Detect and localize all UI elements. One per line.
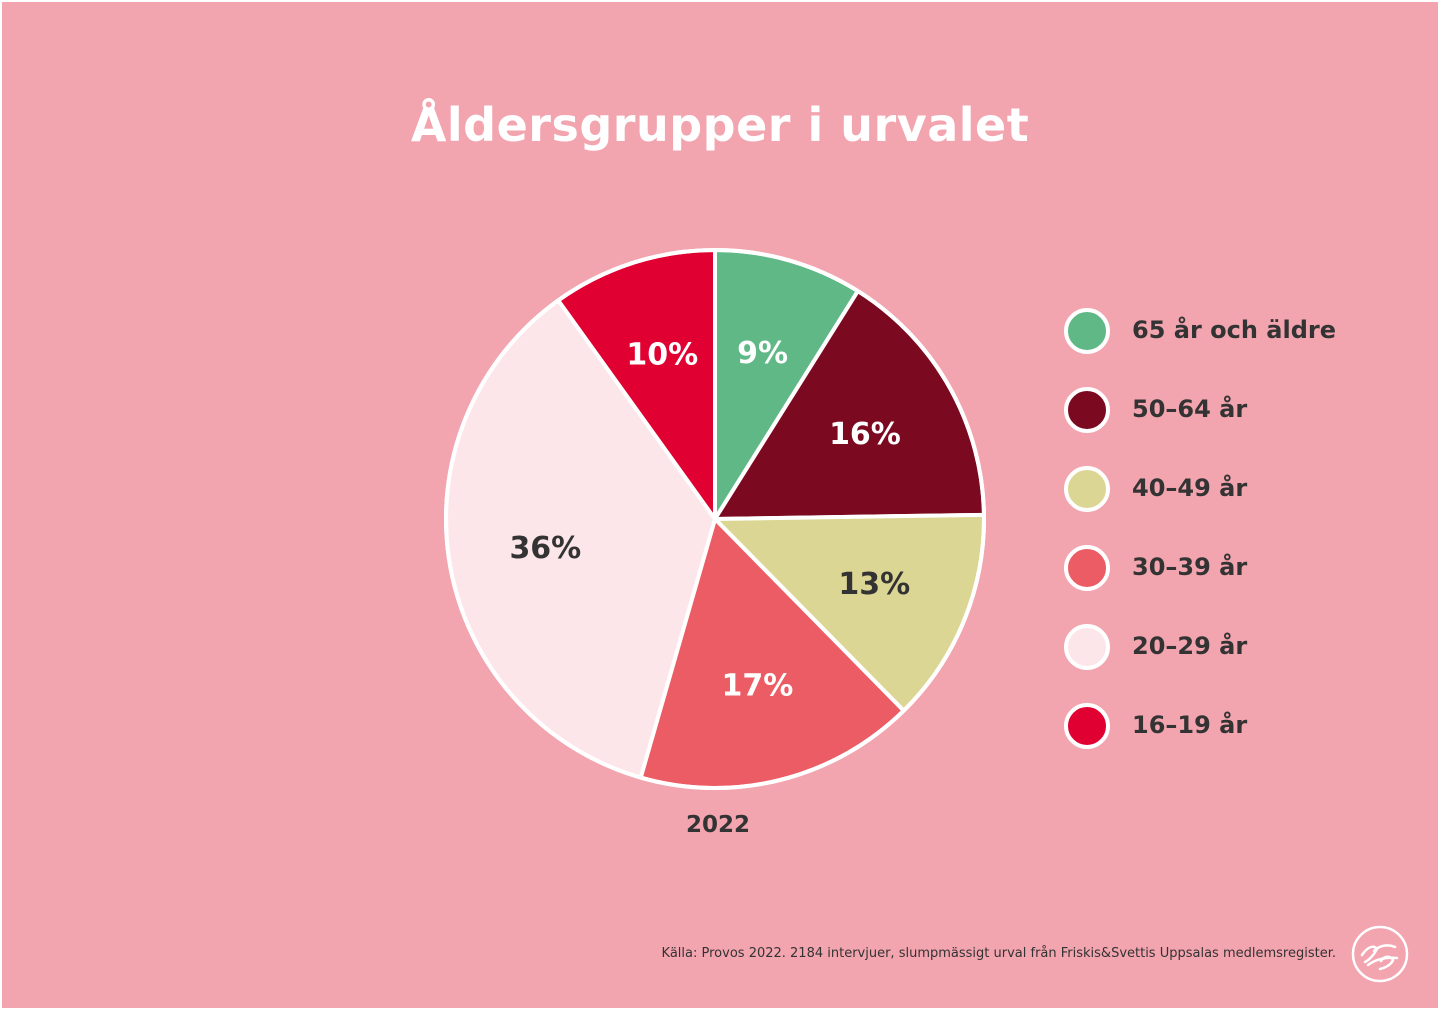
slice-value-label: 17%: [721, 668, 793, 703]
legend-swatch: [1064, 703, 1110, 749]
legend-item: 50–64 år: [1064, 387, 1384, 466]
slice-value-label: 36%: [509, 531, 581, 566]
slice-value-label: 10%: [626, 338, 698, 373]
chart-subtitle-year: 2022: [685, 812, 750, 838]
slice-value-label: 9%: [737, 336, 788, 371]
pie-outline: [444, 248, 986, 790]
legend-swatch: [1064, 387, 1110, 433]
source-note: Källa: Provos 2022. 2184 intervjuer, slu…: [661, 946, 1336, 961]
legend-item: 65 år och äldre: [1064, 308, 1384, 387]
legend-item: 30–39 år: [1064, 545, 1384, 624]
legend-item: 20–29 år: [1064, 624, 1384, 703]
legend-item: 16–19 år: [1064, 703, 1384, 782]
slice-value-label: 13%: [838, 567, 910, 602]
chart-legend: 65 år och äldre 50–64 år 40–49 år 30–39 år 2…: [1064, 308, 1384, 782]
legend-label: 16–19 år: [1132, 711, 1248, 739]
chart-title: Åldersgrupper i urvalet: [410, 98, 1030, 152]
legend-label: 40–49 år: [1132, 474, 1248, 502]
legend-swatch: [1064, 308, 1110, 354]
slice-value-label: 16%: [829, 417, 901, 452]
legend-label: 65 år och äldre: [1132, 316, 1337, 344]
legend-label: 30–39 år: [1132, 553, 1248, 581]
legend-label: 20–29 år: [1132, 632, 1248, 660]
legend-swatch: [1064, 545, 1110, 591]
legend-item: 40–49 år: [1064, 466, 1384, 545]
friskis-svettis-logo: [1351, 925, 1409, 983]
legend-label: 50–64 år: [1132, 395, 1248, 423]
legend-swatch: [1064, 624, 1110, 670]
legend-swatch: [1064, 466, 1110, 512]
